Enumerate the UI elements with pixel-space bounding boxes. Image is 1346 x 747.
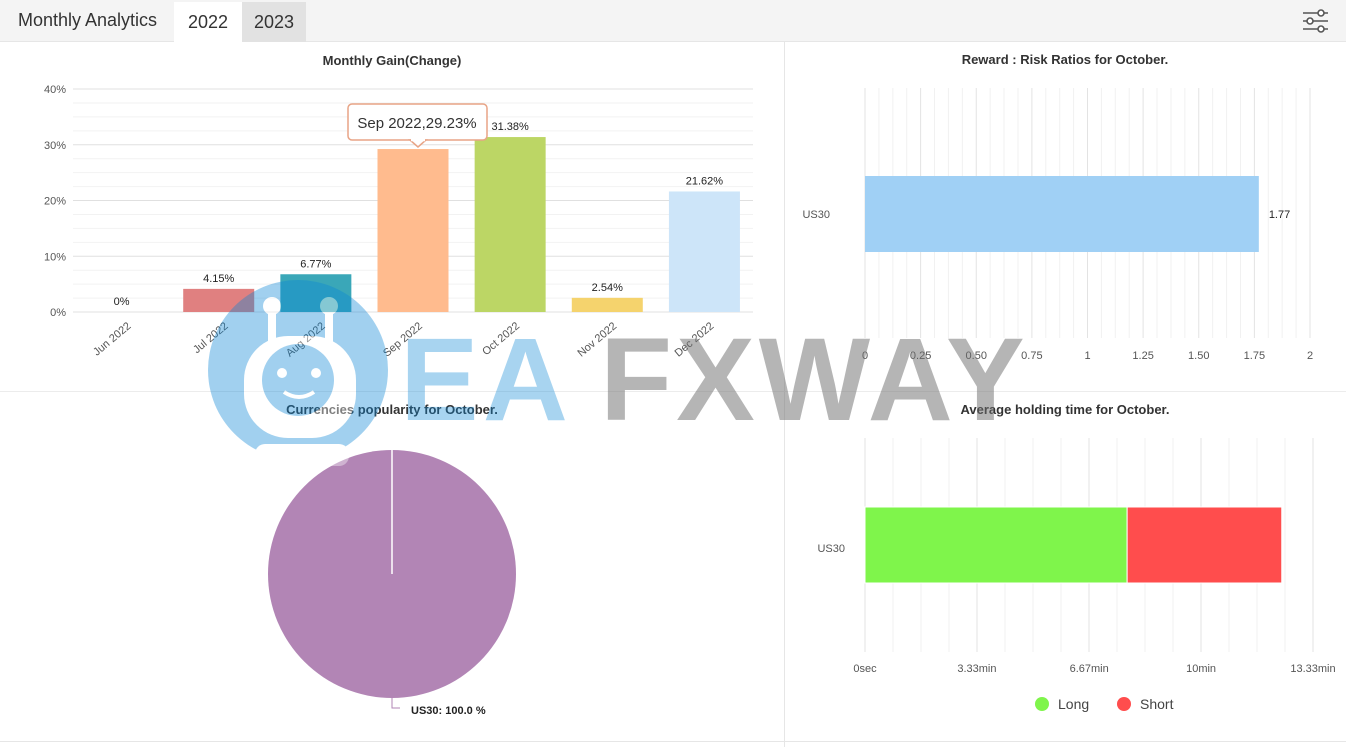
tab-2023[interactable]: 2023: [242, 2, 306, 42]
x-tick-label: 0.25: [910, 350, 931, 362]
bar-value-label: 6.77%: [300, 258, 331, 270]
bar-long[interactable]: [864, 506, 1128, 584]
legend-short-label: Short: [1140, 696, 1174, 712]
x-tick-label: Jul 2022: [191, 320, 231, 356]
monthly-gain-chart: Monthly Gain(Change) 0% 4.15% 6.77% 31.38% 2…: [0, 42, 784, 391]
bar-oct-2022[interactable]: [474, 137, 546, 312]
bar-sep-2022[interactable]: [377, 149, 449, 312]
page-title: Monthly Analytics: [18, 10, 158, 30]
x-tick-label: 1.25: [1132, 350, 1153, 362]
x-tick-label: Aug 2022: [284, 320, 328, 359]
tooltip-text: Sep 2022,29.23%: [357, 115, 476, 132]
bar-value-label: 2.54%: [592, 282, 623, 294]
settings-button[interactable]: [1300, 6, 1332, 36]
x-tick-label: 1.50: [1188, 350, 1209, 362]
bar-aug-2022[interactable]: [280, 274, 352, 312]
bar-value-label: 1.77: [1269, 209, 1290, 221]
pie-label-leader: [391, 698, 400, 709]
currencies-title: Currencies popularity for October.: [286, 402, 498, 417]
bottom-border: [0, 741, 1346, 742]
x-tick-label: Jun 2022: [91, 320, 133, 358]
x-tick-label: Dec 2022: [673, 320, 717, 359]
bar-value-label: 0%: [114, 296, 130, 308]
legend-long-label: Long: [1058, 696, 1089, 712]
legend-short-swatch: [1117, 697, 1131, 711]
sliders-icon: [1303, 9, 1328, 33]
x-tick-label: 1: [1084, 350, 1090, 362]
monthly-gain-title: Monthly Gain(Change): [323, 53, 462, 68]
header-bar: Monthly Analytics 2022 2023: [0, 0, 1346, 42]
x-tick-label: 0.50: [966, 350, 987, 362]
vertical-divider: [784, 42, 785, 747]
bar-value-label: 4.15%: [203, 273, 234, 285]
holding-time-title: Average holding time for October.: [961, 402, 1170, 417]
pie-slice-label: US30: 100.0 %: [411, 705, 486, 717]
horizontal-divider: [0, 391, 1346, 392]
bar-value-label: 31.38%: [491, 121, 529, 133]
legend-long-swatch: [1035, 697, 1049, 711]
bar-nov-2022[interactable]: [571, 297, 643, 312]
y-tick-label: 0%: [50, 307, 66, 319]
holding-time-chart: Average holding time for October. 0sec 3.…: [785, 392, 1346, 741]
x-tick-label: 10min: [1186, 663, 1216, 675]
tab-2022[interactable]: 2022: [174, 2, 242, 42]
reward-risk-title: Reward : Risk Ratios for October.: [962, 52, 1169, 67]
x-tick-label: 1.75: [1244, 350, 1265, 362]
y-tick-label: 10%: [44, 251, 66, 263]
rr-category-label: US30: [802, 209, 830, 221]
bar-short[interactable]: [1126, 506, 1283, 584]
chart-tooltip: Sep 2022,29.23%: [347, 103, 488, 148]
x-tick-label: Oct 2022: [480, 320, 522, 358]
currencies-pie-chart: Currencies popularity for October. US30:…: [0, 392, 784, 741]
x-tick-label: 0.75: [1021, 350, 1042, 362]
bar-value-label: 21.62%: [686, 175, 724, 187]
y-tick-label: 40%: [44, 84, 66, 96]
x-tick-label: Sep 2022: [381, 320, 425, 359]
legend-long[interactable]: Long: [1035, 696, 1089, 712]
x-tick-label: 13.33min: [1290, 663, 1335, 675]
x-tick-label: 6.67min: [1070, 663, 1109, 675]
ht-category-label: US30: [817, 543, 845, 555]
x-tick-label: 2: [1307, 350, 1313, 362]
x-tick-label: 3.33min: [957, 663, 996, 675]
x-tick-label: 0sec: [853, 663, 877, 675]
y-tick-label: 20%: [44, 196, 66, 208]
y-tick-label: 30%: [44, 140, 66, 152]
bar-jul-2022[interactable]: [183, 288, 255, 312]
bar-us30[interactable]: [865, 176, 1259, 252]
bar-dec-2022[interactable]: [668, 191, 740, 312]
reward-risk-chart: Reward : Risk Ratios for October. 1.77 0…: [785, 42, 1346, 391]
x-tick-label: 0: [862, 350, 868, 362]
x-tick-label: Nov 2022: [575, 320, 619, 359]
legend-short[interactable]: Short: [1117, 696, 1174, 712]
